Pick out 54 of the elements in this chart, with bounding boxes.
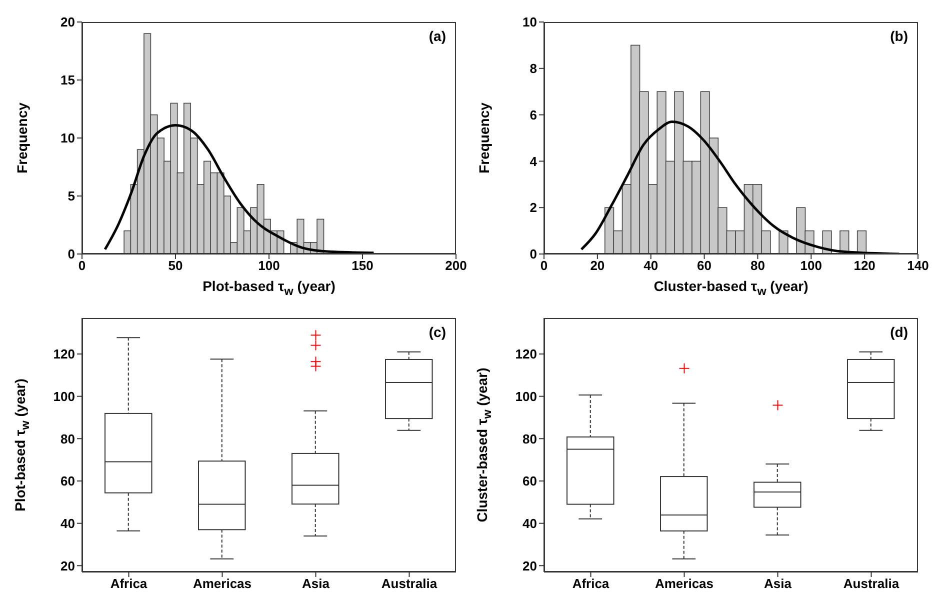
line-series (104, 124, 375, 254)
y-tick-label: 120 (515, 346, 537, 362)
y-tick-label: 5 (68, 188, 75, 204)
y-tick-label: 120 (53, 346, 75, 362)
annotation: (b) (890, 28, 908, 44)
y-tick-label: 0 (530, 246, 537, 262)
x-tick-label: 40 (644, 258, 658, 274)
y-tick-label: 40 (60, 516, 75, 531)
y-tick-label: 100 (53, 388, 75, 404)
x-axis-title: Plot-based τ$_{w}$ (year) (202, 278, 336, 298)
y-tick-label: 60 (522, 474, 537, 489)
y-tick-label: 6 (530, 107, 537, 122)
y-axis-title: Frequency (476, 102, 492, 174)
x-tick-label: Africa (572, 576, 610, 592)
x-tick-label: Africa (110, 576, 148, 592)
x-tick-label: Australia (381, 576, 438, 592)
y-tick-label: 8 (530, 61, 537, 76)
y-tick-label: 15 (60, 72, 75, 88)
x-tick-label: Americas (192, 576, 252, 592)
y-tick-label: 2 (530, 200, 537, 216)
x-tick-label: 0 (540, 258, 548, 274)
x-tick-label: 0 (78, 258, 86, 274)
y-tick-label: 20 (60, 558, 75, 574)
x-tick-label: Americas (654, 576, 714, 592)
y-axis-title: Frequency (14, 102, 30, 174)
y-tick-label: 20 (60, 14, 75, 30)
x-tick-label: 200 (445, 258, 467, 274)
y-tick-label: 60 (60, 474, 75, 489)
y-tick-label: 40 (522, 516, 537, 531)
x-tick-label: 140 (907, 258, 929, 274)
x-tick-label: 100 (800, 258, 822, 274)
annotation: (a) (428, 28, 446, 44)
line-series (580, 120, 901, 254)
x-tick-label: Asia (764, 576, 792, 592)
y-tick-label: 10 (522, 14, 537, 30)
y-tick-label: 80 (60, 431, 75, 446)
x-tick-label: 100 (258, 258, 280, 274)
x-tick-label: 80 (750, 258, 765, 274)
x-tick-label: 20 (590, 258, 605, 274)
x-tick-label: 150 (352, 258, 374, 274)
annotation: (c) (428, 324, 446, 340)
x-tick-label: Australia (843, 576, 900, 592)
y-tick-label: 20 (522, 558, 537, 574)
y-tick-label: 4 (530, 154, 538, 169)
x-tick-label: Asia (302, 576, 330, 592)
x-tick-label: 120 (854, 258, 876, 274)
x-tick-label: 50 (168, 258, 183, 274)
y-tick-label: 10 (60, 130, 75, 146)
x-tick-label: 60 (697, 258, 712, 274)
y-tick-label: 80 (522, 431, 537, 446)
y-tick-label: 100 (515, 388, 537, 404)
x-axis-title: Cluster-based τ$_{w}$ (year) (652, 278, 810, 298)
annotation: (d) (890, 324, 908, 340)
y-tick-label: 0 (68, 246, 75, 262)
